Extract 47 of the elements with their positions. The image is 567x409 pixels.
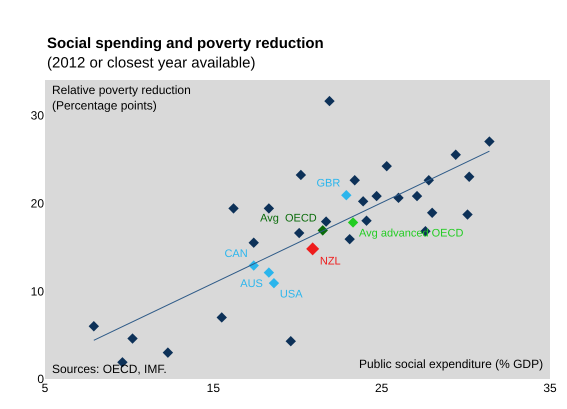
- point: [294, 228, 304, 238]
- point: [350, 175, 360, 186]
- x-tick-label: 5: [42, 381, 49, 395]
- point: [248, 237, 259, 248]
- point: [320, 216, 332, 227]
- point: [344, 234, 355, 244]
- y-tick-label: 10: [30, 284, 44, 298]
- x-axis-title: Public social expenditure (% GDP): [359, 357, 544, 371]
- point: [484, 136, 495, 147]
- point: [324, 96, 335, 106]
- point: [88, 321, 100, 332]
- point: [162, 347, 174, 358]
- point: [450, 150, 461, 160]
- series-label: NZL: [320, 255, 341, 268]
- y-axis-title: Relative poverty reduction (Percentage points): [52, 83, 191, 113]
- series-label: Avg OECD: [260, 212, 317, 225]
- series-label: GBR: [316, 177, 340, 190]
- point: [264, 267, 274, 278]
- series-label: USA: [280, 288, 304, 300]
- point: [371, 190, 382, 202]
- annotation: Sources: OECD, IMF.: [52, 362, 167, 376]
- point: [348, 217, 358, 228]
- point: [358, 196, 368, 207]
- point: [228, 203, 239, 214]
- point: [361, 216, 372, 226]
- point: [268, 278, 280, 288]
- chart-title: Social spending and poverty reduction: [47, 35, 324, 52]
- series-label: AUS: [240, 278, 263, 290]
- x-tick-label: 25: [374, 381, 389, 395]
- point: [127, 333, 138, 344]
- point: [341, 190, 352, 200]
- point: [296, 170, 306, 180]
- y-tick-label: 30: [30, 108, 44, 122]
- point: [462, 209, 473, 220]
- point: [216, 312, 227, 323]
- point: [426, 208, 438, 218]
- y-tick-label: 20: [30, 196, 44, 210]
- point: [286, 336, 296, 346]
- series-label: CAN: [224, 248, 248, 260]
- chart-subtitle: (2012 or closest year available): [47, 54, 256, 72]
- x-tick-label: 35: [543, 381, 557, 395]
- x-tick-label: 15: [206, 381, 220, 395]
- point: [382, 160, 392, 172]
- point: [306, 242, 320, 256]
- point: [264, 203, 274, 214]
- point: [412, 190, 422, 202]
- point: [464, 172, 474, 182]
